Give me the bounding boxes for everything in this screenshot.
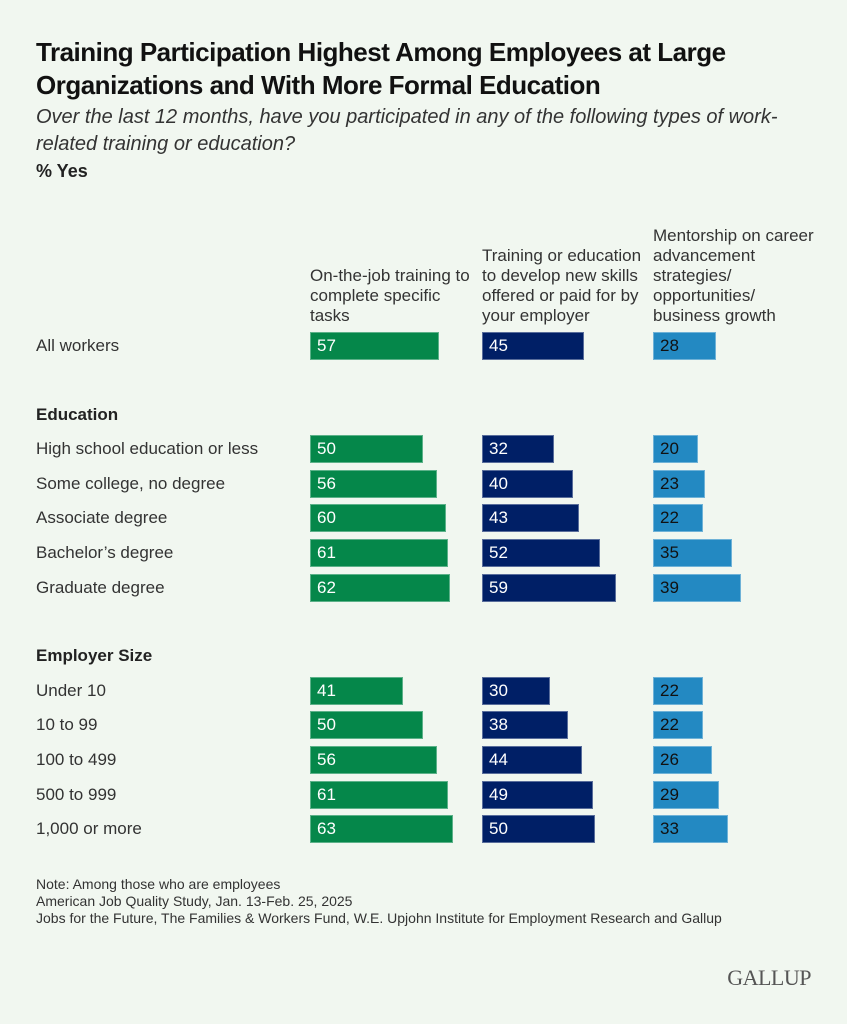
bar-value-label: 22 xyxy=(660,715,679,735)
bar xyxy=(482,332,584,360)
bar-value-label: 59 xyxy=(489,577,508,597)
bar xyxy=(653,435,699,464)
bar-value-label: 40 xyxy=(489,473,508,493)
gallup-logo: GALLUP xyxy=(727,965,811,990)
chart-subtitle: Over the last 12 months, have you partic… xyxy=(36,106,778,155)
row-label: Graduate degree xyxy=(36,577,165,597)
bar xyxy=(482,539,600,567)
bar-value-label: 38 xyxy=(489,715,508,735)
bar xyxy=(653,469,706,498)
bar xyxy=(310,573,451,602)
row-label: 100 to 499 xyxy=(36,750,117,769)
bar-value-label: 50 xyxy=(489,819,508,839)
bar-value-label: 29 xyxy=(660,784,679,804)
bar-value-label: 52 xyxy=(489,543,508,562)
row-label: 10 to 99 xyxy=(36,715,98,735)
unit-label: % Yes xyxy=(36,161,88,181)
bar-value-label: 49 xyxy=(489,784,508,804)
bar-value-label: 44 xyxy=(489,750,508,769)
bar-value-label: 22 xyxy=(660,680,679,700)
bar xyxy=(653,746,712,774)
source-line: Jobs for the Future, The Families & Work… xyxy=(36,910,722,926)
bar-value-label: 20 xyxy=(660,439,679,459)
bar xyxy=(310,504,446,533)
bar xyxy=(482,746,582,774)
bar-value-label: 28 xyxy=(660,336,679,355)
bar xyxy=(653,711,703,740)
bar-value-label: 60 xyxy=(317,508,336,528)
bar-value-label: 26 xyxy=(660,750,679,769)
bar-value-label: 32 xyxy=(489,439,508,459)
note-text: Note: Among those who are employees xyxy=(36,876,281,892)
bar-value-label: 45 xyxy=(489,336,508,355)
bar-value-label: 41 xyxy=(317,680,336,700)
bar-value-label: 22 xyxy=(660,508,679,528)
bar-value-label: 35 xyxy=(660,543,679,562)
bar xyxy=(310,711,424,740)
bar xyxy=(310,780,449,809)
row-label: Associate degree xyxy=(36,508,168,528)
bar xyxy=(653,815,728,844)
column-header: On-the-job training to complete specific… xyxy=(310,266,470,325)
column-header: Mentorship on career advancement strateg… xyxy=(653,226,814,325)
bar-value-label: 61 xyxy=(317,543,336,562)
bar xyxy=(482,469,573,498)
section-heading: Education xyxy=(36,404,119,424)
bar xyxy=(482,711,568,740)
bar xyxy=(482,435,555,464)
bar xyxy=(310,469,437,498)
bar xyxy=(310,539,449,567)
bar-value-label: 57 xyxy=(317,336,336,355)
bar xyxy=(653,573,742,602)
chart-title: Training Participation Highest Among Emp… xyxy=(36,37,726,100)
bar-value-label: 43 xyxy=(489,508,508,528)
source-line: American Job Quality Study, Jan. 13-Feb.… xyxy=(36,893,353,909)
row-label: 500 to 999 xyxy=(36,784,117,804)
bar xyxy=(482,676,550,705)
bar xyxy=(482,815,596,844)
bar xyxy=(310,746,437,774)
bar-value-label: 62 xyxy=(317,577,336,597)
bar-value-label: 63 xyxy=(317,819,336,839)
bar-value-label: 56 xyxy=(317,473,336,493)
row-label: 1,000 or more xyxy=(36,819,142,839)
bar-value-label: 56 xyxy=(317,750,336,769)
bar xyxy=(310,435,424,464)
bar xyxy=(310,332,439,360)
column-header: Training or education to develop new ski… xyxy=(482,246,642,325)
footer-notes: Note: Among those who are employees Amer… xyxy=(36,876,826,927)
bar xyxy=(653,504,703,533)
bar-value-label: 30 xyxy=(489,680,508,700)
bar xyxy=(482,573,616,602)
bar xyxy=(310,815,453,844)
bar-value-label: 39 xyxy=(660,577,679,597)
bar-value-label: 50 xyxy=(317,439,336,459)
bar-value-label: 61 xyxy=(317,784,336,804)
section-heading: Employer Size xyxy=(36,646,153,666)
row-label: Under 10 xyxy=(36,680,106,700)
bar xyxy=(653,332,717,360)
row-label: All workers xyxy=(36,336,120,355)
bar xyxy=(653,780,719,809)
row-label: Bachelor’s degree xyxy=(36,543,174,562)
bar xyxy=(482,504,580,533)
bar xyxy=(653,539,733,567)
bar-value-label: 33 xyxy=(660,819,679,839)
bar-value-label: 23 xyxy=(660,473,679,493)
bar-value-label: 50 xyxy=(317,715,336,735)
bar xyxy=(310,676,403,705)
bar xyxy=(653,676,703,705)
row-label: High school education or less xyxy=(36,439,259,459)
row-label: Some college, no degree xyxy=(36,473,226,493)
bar xyxy=(482,780,593,809)
